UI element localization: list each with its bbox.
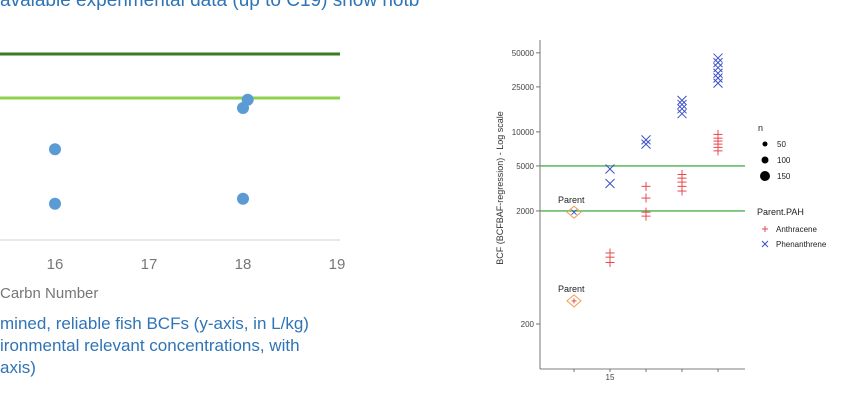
bottom-caption: mined, reliable fish BCFs (y-axis, in L/…: [0, 314, 309, 377]
left-points: [49, 93, 254, 210]
y-axis-title: BCF (BCFBAF-regression) - Log scale: [495, 111, 505, 265]
data-point-cross: [605, 178, 615, 189]
left-x-ticks: 16 17 18 19: [47, 256, 346, 273]
legend-size-label: 100: [777, 156, 791, 165]
data-point: [241, 93, 254, 106]
right-annotations: Parent Parent: [558, 195, 585, 308]
y-tick-label: 200: [521, 320, 535, 329]
legend-series-label: Anthracene: [776, 225, 817, 234]
data-point-cross: [761, 240, 769, 248]
right-points: [605, 53, 723, 267]
right-x-ticks: 15: [573, 369, 719, 382]
data-point-cross: [641, 139, 651, 149]
x-tick-label: 17: [141, 256, 158, 273]
legend-series-label: Phenanthrene: [776, 240, 827, 249]
data-point-cross: [713, 73, 723, 83]
legend-size-label: 50: [777, 140, 786, 149]
data-point-cross: [713, 53, 723, 63]
data-point-cross: [677, 103, 687, 114]
y-tick-label: 25000: [512, 83, 535, 92]
x-tick-label: 16: [47, 256, 64, 273]
x-tick-label: 19: [329, 256, 346, 273]
x-tick-label: 15: [606, 373, 615, 382]
legend-size-label: 150: [777, 172, 791, 181]
top-caption: avaiable experimental data (up to C19) s…: [0, 0, 420, 11]
right-chart: BCF (BCFBAF-regression) - Log scale 2002…: [495, 40, 827, 382]
annotation-label: Parent: [558, 284, 585, 294]
data-point-cross: [571, 209, 577, 216]
right-legend: n 50 100 150 Parent.PAH Anthracene Phenanthren…: [757, 123, 827, 249]
data-point-cross: [713, 62, 723, 73]
x-tick-label: 18: [235, 256, 252, 273]
right-horizontal-lines: [540, 165, 745, 212]
right-y-ticks: 200 2000 5000 10000 25000 50000: [512, 49, 540, 329]
annotation-label: Parent: [558, 195, 585, 205]
data-point-cross: [677, 108, 687, 119]
left-chart: 16 17 18 19: [0, 52, 346, 273]
data-point: [49, 197, 61, 210]
parent-marker: [566, 294, 582, 308]
y-tick-label: 50000: [512, 49, 535, 58]
y-tick-label: 10000: [512, 128, 535, 137]
data-point-cross: [677, 95, 687, 106]
legend-size-title: n: [758, 123, 763, 133]
data-point-cross: [605, 164, 615, 174]
y-tick-label: 2000: [516, 207, 534, 216]
data-point-cross: [677, 99, 687, 110]
legend-size-marker: [761, 156, 769, 164]
legend-series-title: Parent.PAH: [757, 207, 804, 217]
y-tick-label: 5000: [516, 162, 534, 171]
parent-marker: [566, 205, 582, 219]
left-x-axis-label: Carbn Number: [0, 285, 99, 302]
legend-size-marker: [760, 171, 770, 181]
data-point-cross: [713, 57, 723, 68]
data-point: [237, 192, 249, 205]
data-point-cross: [713, 78, 723, 88]
data-point-cross: [641, 135, 651, 145]
legend-size-marker: [762, 141, 768, 147]
data-point: [49, 143, 61, 156]
